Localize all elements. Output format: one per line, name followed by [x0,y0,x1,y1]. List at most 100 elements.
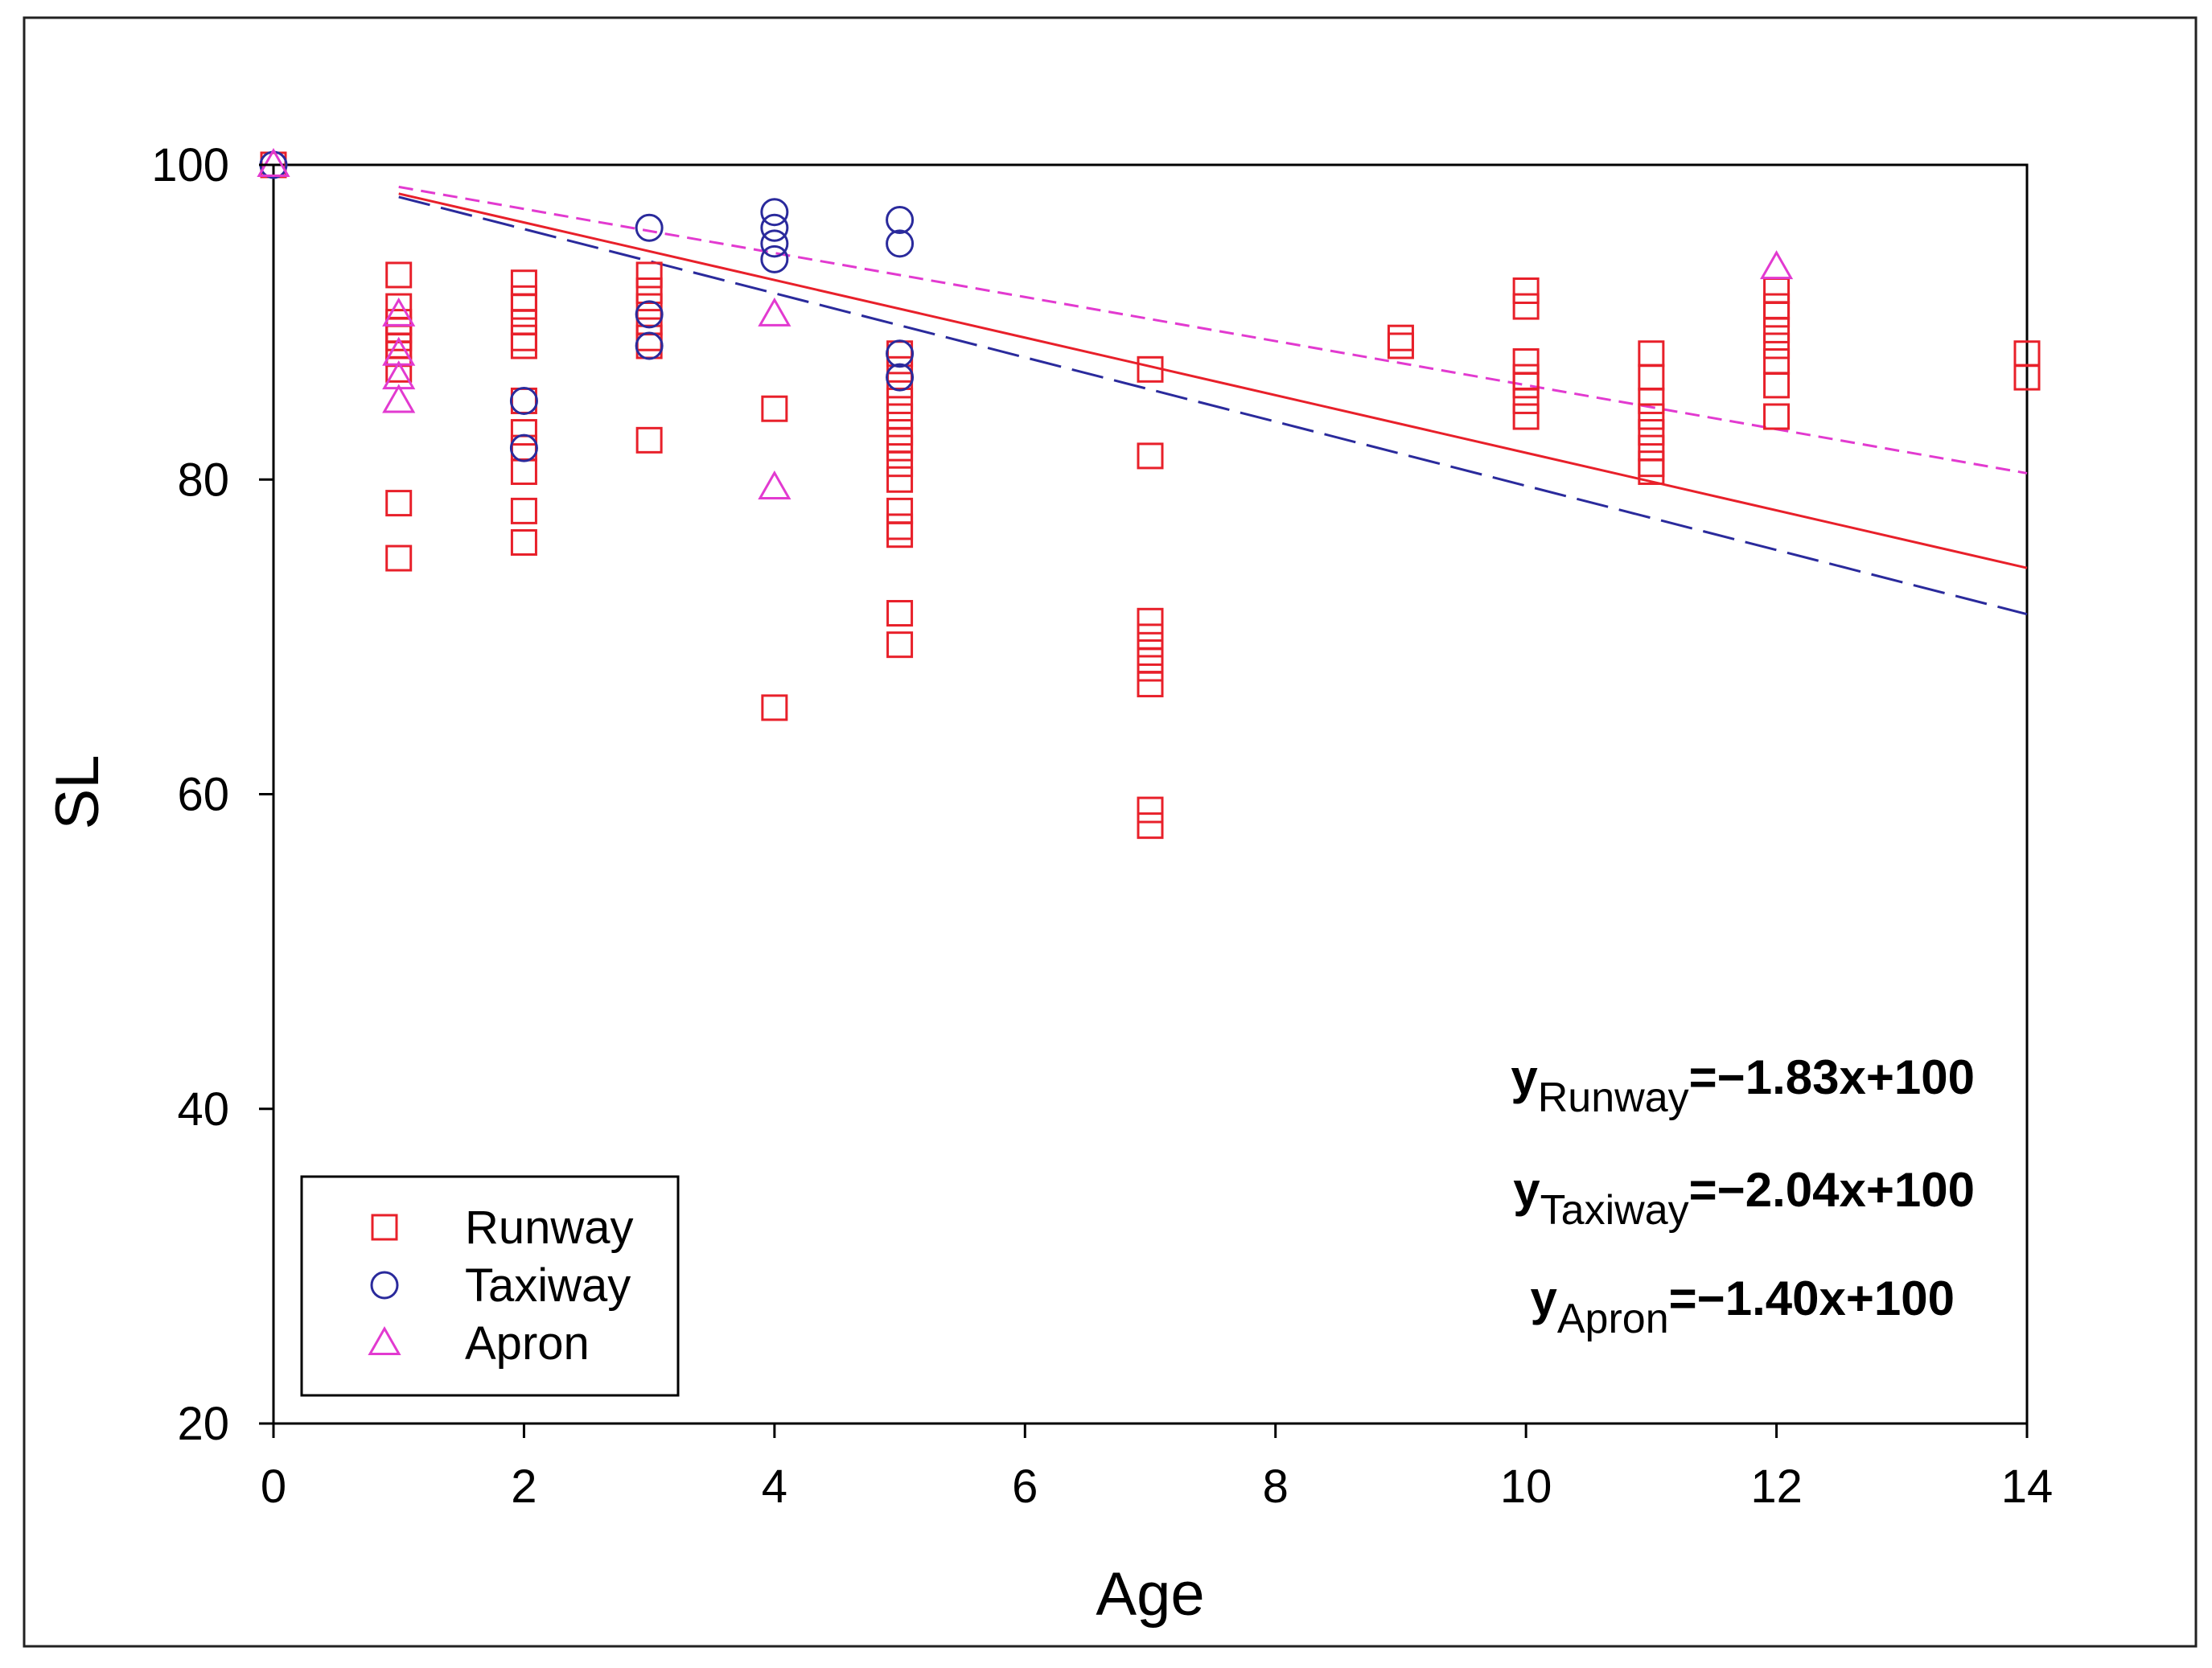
taxiway-point [635,300,664,329]
runway-point [886,450,914,478]
x-tick-label: 14 [2001,1461,2054,1513]
legend-label-taxiway: Taxiway [465,1259,631,1312]
x-axis-ticks: 0 2 4 6 8 10 12 14 [261,1424,2053,1513]
runway-point [1137,355,1164,383]
runway-point [1387,324,1414,351]
equation-apron: yApron=−1.40x+100 [1530,1272,1955,1342]
apron-point [382,384,416,413]
x-tick-label: 2 [511,1461,537,1513]
runway-point [886,419,914,446]
runway-point [1512,277,1540,304]
runway-point [761,694,788,721]
y-tick-label: 60 [177,769,229,821]
runway-point [886,600,914,627]
runway-point [510,419,537,446]
y-tick-label: 20 [177,1398,229,1450]
equation-formula: =−1.40x+100 [1669,1272,1955,1325]
taxiway-point [886,363,915,392]
runway-point [886,372,914,399]
runway-point [1137,442,1164,470]
runway-point [1512,348,1540,376]
legend-marker-runway [371,1214,398,1241]
equation-formula: =−2.04x+100 [1689,1163,1975,1217]
equation-taxiway: yTaxiway=−2.04x+100 [1513,1163,1975,1234]
runway-point [1137,671,1164,698]
runway-point [635,426,663,454]
runway-point [886,355,914,383]
y-tick-label: 80 [177,454,229,506]
y-tick-label: 40 [177,1083,229,1136]
equation-subscript: Runway [1538,1074,1689,1121]
x-tick-label: 6 [1012,1461,1038,1513]
runway-point [1638,434,1665,462]
equation-subscript: Taxiway [1540,1187,1689,1234]
runway-point [1638,450,1665,478]
runway-point [1763,293,1791,320]
runway-point [1763,372,1791,399]
runway-point [1638,403,1665,430]
fit-line-apron [398,185,2028,475]
equation-subscript: Apron [1557,1296,1669,1342]
runway-point [886,434,914,462]
runway-point [761,395,788,422]
runway-point [1638,387,1665,414]
runway-point [2013,364,2041,391]
equation-y: y [1511,1050,1538,1104]
taxiway-point [509,433,538,462]
runway-point [510,293,537,320]
runway-point [385,490,413,517]
taxiway-point [886,229,915,258]
runway-point [1512,403,1540,430]
runway-point [1763,316,1791,343]
runway-point [635,324,663,351]
apron-point [257,147,290,177]
legend-label-apron: Apron [465,1317,590,1370]
runway-point [1512,372,1540,399]
fit-lines [398,185,2028,616]
runway-point [1763,277,1791,304]
taxiway-point [886,339,915,368]
y-tick-label: 100 [151,139,229,191]
runway-point [1387,332,1414,359]
runway-point [385,544,413,572]
x-tick-label: 10 [1500,1461,1552,1513]
runway-point [1512,293,1540,320]
runway-point [886,513,914,540]
runway-point [886,631,914,659]
runway-point [1763,332,1791,359]
apron-point [382,297,416,327]
runway-point [510,269,537,297]
legend-marker-taxiway [370,1271,399,1300]
runway-point [510,529,537,556]
runway-point [886,497,914,524]
runway-point [1763,348,1791,376]
equation-runway: yRunway=−1.83x+100 [1511,1050,1975,1121]
runway-point [886,521,914,548]
runway-point [1137,623,1164,651]
runway-point [1638,340,1665,368]
runway-point [1763,301,1791,328]
fit-equations: yRunway=−1.83x+100yTaxiway=−2.04x+100yAp… [1511,1050,1975,1342]
runway-point [635,293,663,320]
x-tick-label: 8 [1263,1461,1289,1513]
runway-point [510,285,537,312]
apron-point [758,470,791,500]
runway-point [1763,403,1791,430]
runway-point [1638,419,1665,446]
x-tick-label: 0 [261,1461,286,1513]
taxiway-point [509,386,538,415]
taxiway-point [635,213,664,242]
y-axis-ticks: 20 40 60 80 100 [151,139,273,1450]
apron-point [758,297,791,327]
legend-marker-apron [368,1325,401,1355]
taxiway-point [635,331,664,360]
runway-point [510,309,537,336]
runway-point [1137,796,1164,824]
legend-label-runway: Runway [465,1202,634,1254]
runway-point [635,261,663,289]
fit-line-taxiway [398,195,2028,616]
fit-line-runway [398,192,2028,569]
y-axis-label: SL [43,755,112,830]
